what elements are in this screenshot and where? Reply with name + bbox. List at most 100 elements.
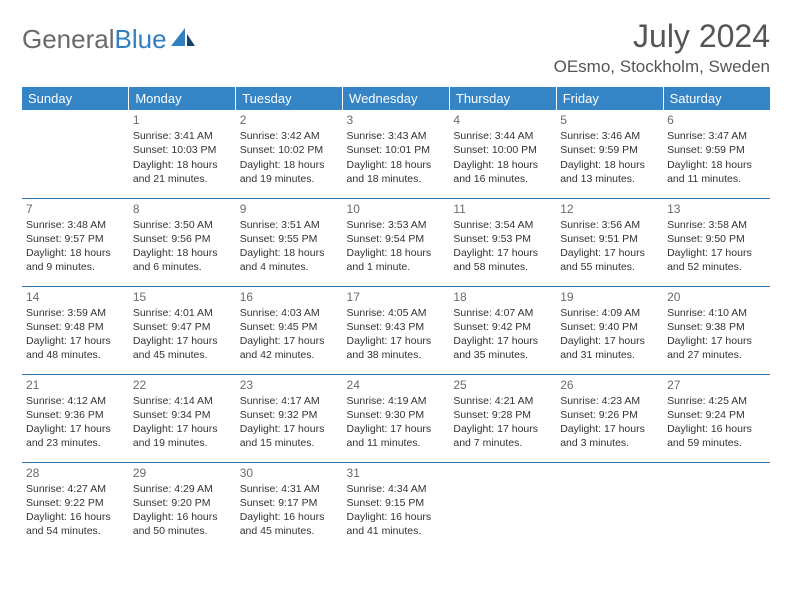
day-number: 12 <box>560 201 659 217</box>
sunrise-line: Sunrise: 3:51 AM <box>240 218 339 232</box>
sunset-line: Sunset: 9:55 PM <box>240 232 339 246</box>
day-number: 13 <box>667 201 766 217</box>
calendar-week: 28Sunrise: 4:27 AMSunset: 9:22 PMDayligh… <box>22 462 770 550</box>
calendar-cell: 7Sunrise: 3:48 AMSunset: 9:57 PMDaylight… <box>22 198 129 286</box>
day-header: Thursday <box>449 87 556 110</box>
sunrise-line: Sunrise: 4:01 AM <box>133 306 232 320</box>
calendar-week: 7Sunrise: 3:48 AMSunset: 9:57 PMDaylight… <box>22 198 770 286</box>
day-number: 15 <box>133 289 232 305</box>
day-number: 26 <box>560 377 659 393</box>
day-number: 3 <box>347 112 446 128</box>
daylight-line: Daylight: 17 hours and 55 minutes. <box>560 246 659 274</box>
calendar-cell: 4Sunrise: 3:44 AMSunset: 10:00 PMDayligh… <box>449 110 556 198</box>
sunset-line: Sunset: 10:02 PM <box>240 143 339 157</box>
daylight-line: Daylight: 18 hours and 18 minutes. <box>347 158 446 186</box>
page-header: GeneralBlue July 2024 OEsmo, Stockholm, … <box>22 18 770 77</box>
calendar-cell: 21Sunrise: 4:12 AMSunset: 9:36 PMDayligh… <box>22 374 129 462</box>
calendar-cell: 19Sunrise: 4:09 AMSunset: 9:40 PMDayligh… <box>556 286 663 374</box>
calendar-cell: 25Sunrise: 4:21 AMSunset: 9:28 PMDayligh… <box>449 374 556 462</box>
sunset-line: Sunset: 9:26 PM <box>560 408 659 422</box>
sunrise-line: Sunrise: 3:47 AM <box>667 129 766 143</box>
day-number: 22 <box>133 377 232 393</box>
sunrise-line: Sunrise: 4:10 AM <box>667 306 766 320</box>
sunrise-line: Sunrise: 4:29 AM <box>133 482 232 496</box>
sunset-line: Sunset: 10:03 PM <box>133 143 232 157</box>
daylight-line: Daylight: 17 hours and 19 minutes. <box>133 422 232 450</box>
sunset-line: Sunset: 9:43 PM <box>347 320 446 334</box>
sunrise-line: Sunrise: 3:53 AM <box>347 218 446 232</box>
calendar-body: 1Sunrise: 3:41 AMSunset: 10:03 PM Dayligh… <box>22 110 770 550</box>
daylight-line: Daylight: 17 hours and 23 minutes. <box>26 422 125 450</box>
daylight-line: Daylight: 17 hours and 52 minutes. <box>667 246 766 274</box>
location-label: OEsmo, Stockholm, Sweden <box>554 57 770 77</box>
calendar-cell: 15Sunrise: 4:01 AMSunset: 9:47 PMDayligh… <box>129 286 236 374</box>
daylight-line: Daylight: 17 hours and 11 minutes. <box>347 422 446 450</box>
sunrise-line: Sunrise: 3:58 AM <box>667 218 766 232</box>
sunrise-line: Sunrise: 3:42 AM <box>240 129 339 143</box>
day-number: 2 <box>240 112 339 128</box>
sunset-line: Sunset: 9:22 PM <box>26 496 125 510</box>
sunset-line: Sunset: 9:45 PM <box>240 320 339 334</box>
calendar-cell: 23Sunrise: 4:17 AMSunset: 9:32 PMDayligh… <box>236 374 343 462</box>
calendar-cell <box>556 462 663 550</box>
sunrise-line: Sunrise: 4:21 AM <box>453 394 552 408</box>
calendar-table: SundayMondayTuesdayWednesdayThursdayFrid… <box>22 87 770 550</box>
calendar-cell: 13Sunrise: 3:58 AMSunset: 9:50 PMDayligh… <box>663 198 770 286</box>
logo-text-blue: Blue <box>115 24 167 55</box>
sunset-line: Sunset: 9:38 PM <box>667 320 766 334</box>
sunset-line: Sunset: 9:57 PM <box>26 232 125 246</box>
daylight-line: Daylight: 17 hours and 38 minutes. <box>347 334 446 362</box>
day-number: 28 <box>26 465 125 481</box>
day-number: 30 <box>240 465 339 481</box>
calendar-cell: 28Sunrise: 4:27 AMSunset: 9:22 PMDayligh… <box>22 462 129 550</box>
day-number: 17 <box>347 289 446 305</box>
calendar-head: SundayMondayTuesdayWednesdayThursdayFrid… <box>22 87 770 110</box>
sunset-line: Sunset: 9:59 PM <box>560 143 659 157</box>
sunset-line: Sunset: 9:42 PM <box>453 320 552 334</box>
logo: GeneralBlue <box>22 18 197 55</box>
sunset-line: Sunset: 9:56 PM <box>133 232 232 246</box>
day-number: 25 <box>453 377 552 393</box>
day-number: 16 <box>240 289 339 305</box>
daylight-line: Daylight: 16 hours and 50 minutes. <box>133 510 232 538</box>
calendar-cell: 8Sunrise: 3:50 AMSunset: 9:56 PMDaylight… <box>129 198 236 286</box>
sunrise-line: Sunrise: 4:03 AM <box>240 306 339 320</box>
calendar-cell: 12Sunrise: 3:56 AMSunset: 9:51 PMDayligh… <box>556 198 663 286</box>
calendar-cell: 6Sunrise: 3:47 AMSunset: 9:59 PMDaylight… <box>663 110 770 198</box>
sunrise-line: Sunrise: 4:17 AM <box>240 394 339 408</box>
sunset-line: Sunset: 9:53 PM <box>453 232 552 246</box>
sunrise-line: Sunrise: 3:48 AM <box>26 218 125 232</box>
calendar-cell: 27Sunrise: 4:25 AMSunset: 9:24 PMDayligh… <box>663 374 770 462</box>
calendar-cell <box>449 462 556 550</box>
day-number: 14 <box>26 289 125 305</box>
day-number: 11 <box>453 201 552 217</box>
title-block: July 2024 OEsmo, Stockholm, Sweden <box>554 18 770 77</box>
day-number: 18 <box>453 289 552 305</box>
day-number: 1 <box>133 112 232 128</box>
sunrise-line: Sunrise: 4:25 AM <box>667 394 766 408</box>
sunset-line: Sunset: 9:47 PM <box>133 320 232 334</box>
daylight-line: Daylight: 16 hours and 59 minutes. <box>667 422 766 450</box>
calendar-cell: 22Sunrise: 4:14 AMSunset: 9:34 PMDayligh… <box>129 374 236 462</box>
sunrise-line: Sunrise: 3:41 AM <box>133 129 232 143</box>
calendar-cell: 18Sunrise: 4:07 AMSunset: 9:42 PMDayligh… <box>449 286 556 374</box>
sunset-line: Sunset: 10:00 PM <box>453 143 552 157</box>
daylight-line: Daylight: 18 hours and 6 minutes. <box>133 246 232 274</box>
calendar-cell: 9Sunrise: 3:51 AMSunset: 9:55 PMDaylight… <box>236 198 343 286</box>
sunset-line: Sunset: 9:59 PM <box>667 143 766 157</box>
daylight-line: Daylight: 18 hours and 16 minutes. <box>453 158 552 186</box>
day-number: 9 <box>240 201 339 217</box>
calendar-cell: 30Sunrise: 4:31 AMSunset: 9:17 PMDayligh… <box>236 462 343 550</box>
logo-sail-icon <box>171 24 197 55</box>
logo-text-general: General <box>22 24 115 55</box>
day-header: Sunday <box>22 87 129 110</box>
sunrise-line: Sunrise: 4:34 AM <box>347 482 446 496</box>
sunset-line: Sunset: 9:30 PM <box>347 408 446 422</box>
sunset-line: Sunset: 9:20 PM <box>133 496 232 510</box>
daylight-line: Daylight: 18 hours and 4 minutes. <box>240 246 339 274</box>
sunrise-line: Sunrise: 3:50 AM <box>133 218 232 232</box>
daylight-line: Daylight: 17 hours and 45 minutes. <box>133 334 232 362</box>
day-header: Friday <box>556 87 663 110</box>
month-title: July 2024 <box>554 18 770 55</box>
sunset-line: Sunset: 9:36 PM <box>26 408 125 422</box>
